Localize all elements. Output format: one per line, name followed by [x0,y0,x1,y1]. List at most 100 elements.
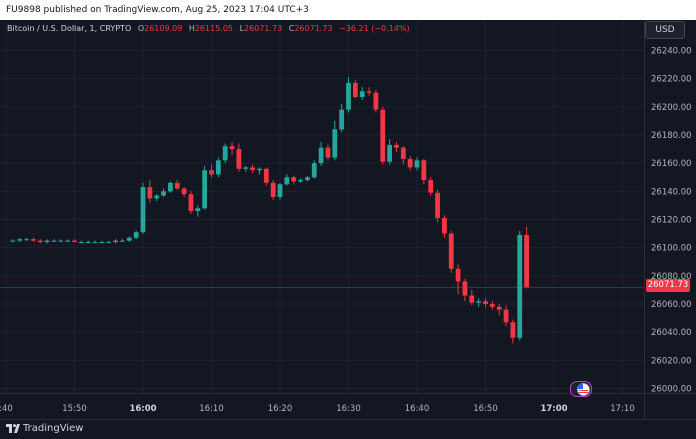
legend-open-label: O [138,24,144,33]
candle [202,165,208,210]
x-tick-label: 17:10 [610,404,635,414]
candle [400,146,406,165]
candle [120,239,125,243]
candle-body [257,168,262,171]
candle [291,175,297,185]
candle-body [311,163,317,178]
candle [455,264,461,295]
candle [366,87,372,96]
candle-body [394,144,399,148]
currency-button[interactable]: USD [645,21,685,39]
candle [72,239,77,243]
candle-body [277,184,283,197]
candle [489,301,495,310]
y-tick-label: 26080.00 [651,272,692,282]
candles [10,77,529,344]
y-tick-label: 26020.00 [651,356,692,366]
candle [421,158,427,185]
candlestick-chart[interactable]: 26000.00 26020.00 26040.00 26060.00 26080.00… [0,20,696,419]
candle-body [188,194,194,212]
candle-body [31,239,36,241]
candle-body [407,158,413,168]
candle [483,298,488,307]
candle-body [99,242,105,244]
candle-body [222,146,228,161]
candle [243,165,249,172]
candle-body [113,240,118,243]
candle [257,167,262,175]
x-tick-label: 16:20 [268,404,293,414]
candle [414,157,420,171]
candle-body [373,92,379,110]
candle [126,236,132,243]
candle [78,240,84,244]
y-tick-label: 26140.00 [651,187,692,197]
x-tick-label: 16:50 [473,404,498,414]
candle [195,205,201,217]
candle [318,142,324,166]
candle [332,120,338,161]
candle-body [154,195,160,199]
candle-body [524,234,529,288]
candle-body [435,192,440,219]
candle-body [517,234,523,338]
candle-body [510,322,516,338]
y-tick-label: 26200.00 [651,103,692,113]
candle-body [243,167,249,169]
candle-body [209,170,214,175]
candle-body [120,240,125,242]
candle [65,239,71,243]
candle [51,239,57,243]
candle-body [448,233,454,269]
candle-body [85,242,91,244]
candle [359,87,365,100]
legend-low-value: 26071.73 [244,24,282,33]
candle [188,191,194,214]
candle-body [181,188,187,195]
candle [435,189,440,223]
chart-pane[interactable]: 26000.00 26020.00 26040.00 26060.00 26080.00… [0,20,696,419]
indicator-logo-badge[interactable] [570,381,592,397]
candle [277,182,283,200]
candle [154,194,160,202]
candle [394,142,399,152]
grid [0,20,644,393]
candle-body [387,144,392,162]
candle [517,230,523,341]
candle [17,237,23,243]
candle [352,80,358,99]
time-axis[interactable]: :40 15:50 16:00 16:10 16:20 16:30 16:40 16:50 17… [0,404,635,414]
y-tick-label: 26060.00 [651,300,692,310]
candle [140,182,146,234]
candle [442,215,447,238]
legend-close-value: 26071.73 [294,24,332,33]
price-axis[interactable]: 26000.00 26020.00 26040.00 26060.00 26080.00… [651,47,692,395]
candle [476,298,482,307]
candle-body [229,146,235,150]
candle-body [236,149,242,169]
candle [37,239,43,244]
candle-body [270,182,276,197]
candle [113,239,118,244]
candle [305,175,310,182]
x-tick-label: 16:10 [199,404,224,414]
candle [209,164,214,178]
candle [510,319,516,344]
published-banner: FU9898 published on TradingView.com, Aug… [0,0,696,20]
candle [24,237,29,241]
candle [215,157,221,178]
candle [58,239,64,243]
legend-low-label: L [240,24,245,33]
candle-body [284,177,290,185]
candle-body [202,170,208,209]
candle-body [414,160,420,168]
candle [428,177,434,196]
candle-body [250,167,255,171]
candle [407,156,413,171]
candle-body [428,180,434,193]
candle [44,239,50,244]
x-tick-label: 16:30 [336,404,361,414]
us-flag-icon [577,383,590,396]
candle [311,160,317,179]
candle-body [78,242,84,244]
